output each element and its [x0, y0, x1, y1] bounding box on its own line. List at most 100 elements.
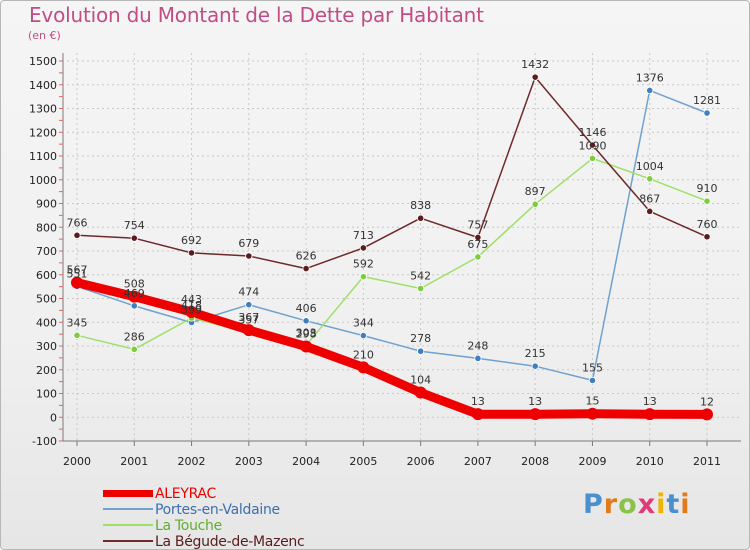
data-label-2-1: 286: [124, 330, 145, 343]
y-tick-label-10: 900: [36, 198, 57, 211]
data-label-1-2: 399: [181, 303, 202, 316]
data-label-2-2: 418: [181, 299, 202, 312]
series-points: [71, 73, 713, 421]
y-tick-label-11: 1000: [29, 174, 57, 187]
y-tick-label-15: 1400: [29, 79, 57, 92]
data-point-2-8: [531, 200, 539, 208]
series-line-0: [72, 278, 712, 419]
data-point-3-6: [417, 214, 425, 222]
y-tick-label-5: 400: [36, 316, 57, 329]
data-point-3-0: [73, 231, 81, 239]
legend-swatch-1: [103, 508, 153, 510]
data-label-0-7: 13: [471, 395, 485, 408]
data-label-0-2: 443: [181, 293, 202, 306]
data-label-1-1: 469: [124, 287, 145, 300]
data-label-3-10: 867: [639, 192, 660, 205]
data-label-2-6: 542: [410, 270, 431, 283]
proxiti-logo: Proxiti: [583, 489, 691, 520]
y-tick-label-6: 500: [36, 293, 57, 306]
x-tick-label-5: 2005: [349, 455, 377, 468]
data-point-1-10: [646, 86, 654, 95]
data-label-3-7: 757: [467, 218, 488, 231]
data-point-0-9: [586, 407, 599, 420]
data-point-0-3: [242, 324, 255, 337]
data-point-0-0: [71, 276, 83, 289]
data-label-0-9: 15: [585, 395, 599, 408]
legend-label-2: La Touche: [155, 518, 222, 534]
data-label-3-0: 766: [67, 216, 88, 229]
data-label-0-1: 508: [124, 278, 145, 291]
data-point-2-10: [646, 175, 654, 183]
data-point-3-11: [703, 233, 711, 241]
data-point-2-9: [588, 154, 597, 162]
x-tick-label-3: 2003: [235, 455, 263, 468]
data-label-1-6: 278: [410, 332, 431, 345]
chart-title: Evolution du Montant de la Dette par Hab…: [29, 3, 484, 27]
data-point-3-8: [531, 73, 539, 81]
x-tick-label-9: 2009: [578, 455, 606, 468]
y-tick-label-13: 1200: [29, 126, 57, 139]
data-point-3-7: [474, 233, 482, 242]
data-point-2-11: [703, 197, 711, 205]
data-labels: 567 508 443 367 298 210 104 13 13 15 13 12 551 469 399…: [67, 58, 722, 408]
y-tick-label-0: -100: [32, 435, 57, 448]
data-point-0-10: [643, 408, 656, 421]
data-label-2-8: 897: [525, 185, 546, 198]
data-label-1-4: 406: [296, 302, 317, 315]
data-point-3-2: [187, 249, 196, 257]
y-tick-label-8: 700: [36, 245, 57, 258]
axes: -100 0 100 200 300 400 500 600 700 800 900 1000 1100…: [29, 53, 741, 468]
y-tick-label-14: 1300: [29, 103, 57, 116]
series-lines: [72, 76, 712, 419]
legend-swatch-2: [103, 524, 153, 526]
data-label-1-8: 215: [525, 347, 546, 360]
data-label-0-5: 210: [353, 348, 374, 361]
y-tick-label-16: 1500: [29, 55, 57, 68]
data-label-2-0: 345: [67, 316, 88, 329]
data-label-3-4: 626: [296, 250, 317, 263]
x-tick-label-10: 2010: [636, 455, 664, 468]
x-tick-label-6: 2006: [407, 455, 435, 468]
data-label-0-10: 13: [643, 395, 657, 408]
y-tick-label-3: 200: [36, 364, 57, 377]
data-point-0-6: [414, 386, 427, 399]
data-label-3-3: 679: [238, 237, 259, 250]
data-label-3-2: 692: [181, 234, 202, 247]
data-point-0-4: [300, 340, 313, 353]
data-label-2-7: 675: [467, 238, 488, 251]
data-label-1-0: 551: [67, 267, 88, 280]
data-label-3-11: 760: [697, 218, 718, 231]
data-point-0-8: [529, 408, 542, 421]
data-point-2-1: [130, 345, 138, 353]
data-label-1-7: 248: [467, 339, 488, 352]
data-label-3-8: 1432: [521, 58, 549, 71]
data-point-3-5: [359, 244, 367, 252]
data-label-1-11: 1281: [693, 94, 721, 107]
data-label-1-5: 344: [353, 317, 374, 330]
data-point-2-6: [417, 284, 425, 293]
data-point-0-5: [357, 361, 370, 374]
y-tick-label-7: 600: [36, 269, 57, 282]
data-label-2-11: 910: [697, 182, 718, 195]
data-point-1-6: [417, 347, 425, 355]
data-point-1-11: [703, 109, 711, 117]
series-line-1: [76, 89, 708, 382]
legend-swatch-0: [103, 490, 153, 497]
y-tick-label-12: 1100: [29, 150, 57, 163]
data-point-2-0: [73, 331, 81, 339]
y-tick-label-4: 300: [36, 340, 57, 353]
data-label-2-4: 303: [296, 326, 317, 339]
data-label-2-9: 1090: [578, 139, 606, 152]
x-tick-label-4: 2004: [292, 455, 320, 468]
data-point-1-3: [245, 301, 253, 309]
x-tick-label-1: 2001: [120, 455, 148, 468]
data-label-3-5: 713: [353, 229, 374, 242]
y-tick-label-9: 800: [36, 221, 57, 234]
data-point-1-7: [474, 354, 482, 362]
data-point-3-1: [130, 234, 138, 242]
data-point-2-7: [474, 253, 482, 261]
data-point-3-9: [588, 141, 597, 149]
data-label-1-9: 155: [582, 361, 603, 374]
x-tick-label-2: 2002: [178, 455, 206, 468]
data-label-1-3: 474: [238, 286, 259, 299]
